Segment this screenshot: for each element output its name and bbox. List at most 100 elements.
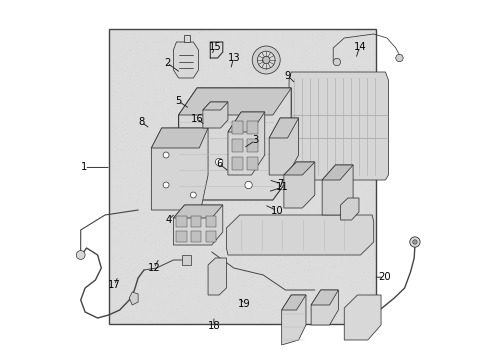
Point: [279, 71, 287, 77]
Point: [261, 80, 268, 85]
Point: [202, 284, 209, 289]
Point: [141, 266, 148, 271]
Point: [125, 270, 133, 276]
Point: [298, 309, 306, 315]
Point: [307, 224, 315, 229]
Point: [251, 198, 259, 204]
Point: [368, 72, 376, 77]
Point: [152, 237, 160, 243]
Point: [243, 72, 250, 77]
Point: [138, 317, 145, 323]
Point: [246, 64, 254, 70]
Point: [224, 40, 232, 46]
Point: [265, 185, 273, 191]
Point: [134, 213, 142, 219]
Point: [131, 111, 139, 116]
Point: [204, 189, 212, 195]
Point: [228, 45, 236, 50]
Point: [287, 78, 295, 84]
Point: [293, 261, 301, 266]
Point: [358, 153, 366, 159]
Point: [153, 145, 161, 150]
Point: [264, 112, 272, 117]
Point: [133, 69, 141, 75]
Point: [297, 301, 305, 306]
Point: [153, 38, 161, 44]
Point: [206, 63, 214, 69]
Point: [303, 216, 310, 221]
Point: [186, 206, 194, 212]
Point: [197, 39, 204, 45]
Point: [325, 239, 333, 245]
Point: [121, 52, 129, 58]
Point: [211, 145, 219, 150]
Point: [166, 258, 174, 264]
Point: [316, 50, 324, 55]
Point: [172, 114, 180, 120]
Point: [308, 251, 316, 256]
Point: [338, 198, 346, 203]
Point: [165, 199, 173, 204]
Point: [145, 279, 153, 285]
Point: [196, 44, 204, 50]
Point: [322, 38, 330, 44]
Point: [264, 244, 271, 250]
Point: [146, 219, 154, 225]
Point: [332, 229, 340, 235]
FancyBboxPatch shape: [109, 29, 375, 324]
Point: [324, 190, 331, 196]
Point: [321, 159, 328, 165]
Point: [163, 263, 171, 269]
Point: [113, 182, 121, 188]
Point: [146, 172, 154, 178]
Point: [327, 108, 335, 114]
Point: [142, 172, 150, 178]
Point: [256, 131, 264, 137]
Point: [116, 174, 123, 179]
Point: [219, 248, 226, 254]
Point: [109, 103, 117, 109]
Point: [175, 216, 183, 222]
Point: [356, 240, 364, 246]
Text: 9: 9: [284, 71, 290, 81]
Point: [309, 268, 317, 274]
Point: [244, 264, 252, 270]
Point: [361, 188, 369, 194]
Point: [145, 148, 153, 154]
Point: [116, 227, 124, 233]
Point: [156, 121, 164, 127]
Point: [272, 113, 280, 118]
Point: [123, 114, 131, 120]
Point: [225, 224, 233, 230]
Point: [160, 281, 168, 287]
Point: [229, 28, 237, 33]
Point: [227, 245, 235, 251]
Point: [206, 199, 214, 204]
Point: [197, 194, 205, 199]
Polygon shape: [203, 102, 227, 128]
Point: [189, 254, 197, 260]
Point: [152, 138, 160, 144]
Point: [296, 52, 304, 58]
Point: [340, 241, 347, 247]
Point: [344, 312, 352, 318]
Point: [336, 312, 344, 318]
Point: [156, 312, 163, 318]
Point: [333, 61, 341, 67]
Point: [291, 253, 299, 258]
Point: [356, 108, 364, 113]
Point: [362, 179, 369, 184]
Point: [236, 220, 244, 225]
Point: [348, 213, 356, 219]
Point: [161, 47, 168, 53]
Point: [176, 158, 184, 164]
Point: [220, 178, 227, 184]
Point: [362, 146, 370, 152]
Point: [158, 191, 165, 197]
Point: [147, 266, 155, 272]
Point: [192, 199, 200, 205]
Point: [276, 237, 284, 243]
Point: [355, 172, 363, 178]
Point: [253, 165, 261, 171]
Point: [172, 305, 180, 311]
